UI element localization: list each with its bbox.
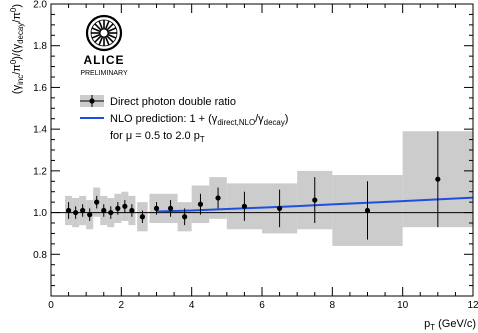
logo-spoke [104, 20, 110, 30]
logo-spoke [91, 27, 101, 33]
data-point-9 [129, 204, 135, 217]
logo-subtitle: PRELIMINARY [80, 70, 128, 77]
alice-logo-mark [85, 14, 123, 52]
axes: 0 2 4 6 8 10 12 0.8 1.0 1.2 1.4 1.6 1.8 2.0 pT (GeV/c)… [9, 0, 478, 332]
x-tick-label: 6 [259, 300, 265, 311]
data-point-2 [80, 204, 86, 217]
marker [94, 199, 100, 205]
y-tick-label: 0.8 [33, 250, 47, 261]
data-point-13 [182, 208, 188, 226]
logo-spoke [106, 23, 114, 31]
marker [167, 205, 174, 211]
marker [364, 207, 371, 214]
x-tick-label: 8 [330, 300, 336, 311]
logo-spoke [107, 33, 117, 39]
marker [87, 212, 93, 218]
x-tick-label: 4 [189, 300, 195, 311]
legend-entry-double-ratio: Direct photon double ratio [80, 95, 236, 108]
legend-label: NLO prediction: 1 + (γdirect,NLO/γdecay) [110, 113, 288, 127]
legend-swatch-marker [89, 98, 95, 104]
data-point-6 [108, 206, 114, 219]
y-axis-title: (γinc/π0)/(γdecay/π0) [9, 4, 25, 94]
data-point-5 [101, 204, 107, 217]
marker [276, 205, 283, 211]
data-point-12 [167, 200, 174, 217]
data-point-7 [115, 202, 121, 215]
marker [139, 214, 146, 220]
logo-spoke [94, 35, 102, 43]
data-point-20 [435, 131, 441, 228]
data-point-14 [197, 193, 204, 215]
data-point-1 [73, 206, 79, 219]
data-point-11 [153, 202, 160, 215]
marker [241, 203, 248, 209]
marker [129, 207, 135, 214]
marker [108, 209, 114, 216]
y-tick-label: 1.6 [33, 83, 47, 94]
x-tick-label: 0 [48, 300, 54, 311]
marker [73, 209, 79, 216]
data-point-3 [87, 208, 93, 221]
legend: Direct photon double ratio NLO prediction… [80, 95, 288, 144]
data-point-15 [215, 187, 221, 209]
logo-spoke [94, 23, 102, 31]
data-point-19 [364, 181, 371, 240]
logo-spoke [98, 20, 104, 30]
logo-spoke [107, 27, 117, 33]
alice-logo-icon: ALICE PRELIMINARY [80, 14, 128, 77]
marker [80, 207, 86, 214]
x-axis-title: pT (GeV/c) [424, 318, 476, 332]
data-point-0 [65, 202, 72, 219]
data-point-10 [139, 210, 146, 223]
logo-wordmark: ALICE [84, 53, 125, 67]
marker [182, 214, 188, 220]
x-tick-label: 10 [397, 300, 409, 311]
y-tick-label: 1.4 [33, 125, 47, 136]
data-point-18 [312, 177, 318, 223]
legend-entry-nlo: NLO prediction: 1 + (γdirect,NLO/γdecay) [80, 113, 288, 127]
marker [197, 201, 204, 207]
y-tick-label: 1.0 [33, 208, 47, 219]
logo-spoke [104, 36, 110, 46]
marker [65, 207, 72, 214]
marker [115, 205, 121, 211]
marker [101, 207, 107, 214]
marker [312, 197, 318, 203]
data-point-4 [94, 195, 100, 209]
x-tick-label: 2 [119, 300, 125, 311]
logo-core [99, 28, 109, 38]
data-point-17 [276, 189, 283, 228]
logo-spoke [106, 35, 114, 43]
legend-label-scale: for μ = 0.5 to 2.0 pT [110, 130, 205, 144]
x-tick-label: 12 [467, 300, 478, 311]
y-tick-label: 1.8 [33, 41, 47, 52]
legend-label: Direct photon double ratio [110, 96, 236, 108]
marker [122, 203, 128, 209]
data-point-16 [241, 191, 248, 221]
marker [153, 205, 160, 211]
logo-spoke [91, 33, 101, 39]
logo-spoke [98, 36, 104, 46]
marker [435, 176, 441, 182]
data-point-8 [122, 200, 128, 213]
double-ratio-series [65, 131, 441, 240]
marker [215, 195, 221, 201]
y-tick-label: 2.0 [33, 0, 47, 11]
y-tick-label: 1.2 [33, 166, 47, 177]
